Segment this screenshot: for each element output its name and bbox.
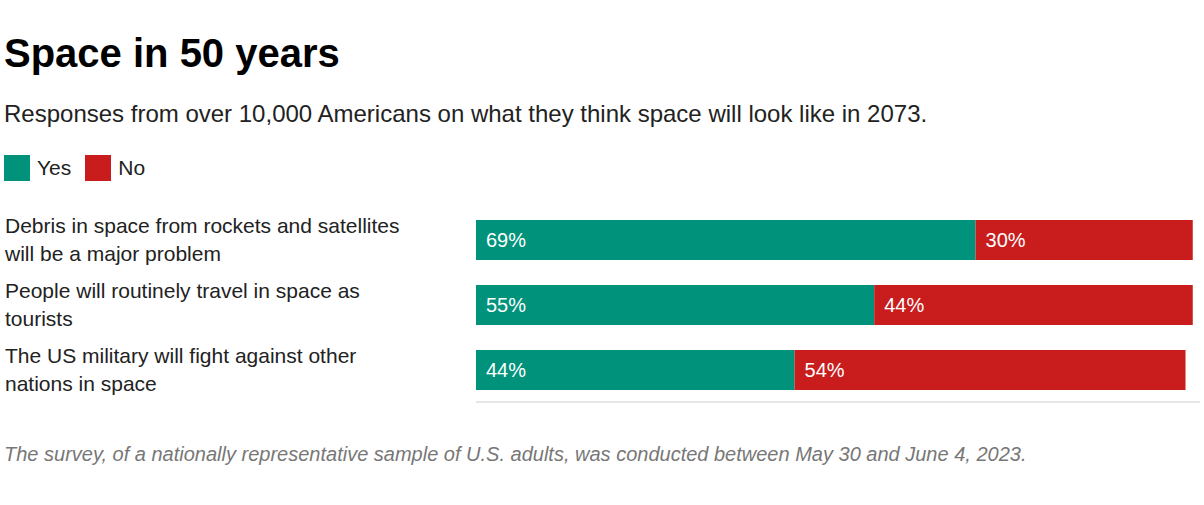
html-text:No: No (118, 156, 146, 179)
html-text:Responses from over 10,000 Ame: Responses from over 10,000 Americans on … (4, 100, 928, 127)
html-text:Space in 50 years: Space in 50 years (4, 31, 340, 75)
svg-text:People will routinely travel i: People will routinely travel in space as… (8, 279, 360, 330)
svg-text:The US military will fight aga: The US military will fight against other… (8, 344, 356, 395)
svg-text:44%: 44% (486, 359, 526, 381)
svg-text:69%: 69% (486, 229, 526, 251)
html-text:The survey, of a nationally re: The survey, of a nationally representati… (4, 443, 1027, 465)
svg-text:44%: 44% (884, 294, 924, 316)
svg-text:Debris in space from rockets a: Debris in space from rockets and satelli… (8, 214, 400, 265)
svg-text:30%: 30% (986, 229, 1026, 251)
html-text:Yes: Yes (37, 156, 72, 179)
svg-text:55%: 55% (486, 294, 526, 316)
svg-text:54%: 54% (805, 359, 845, 381)
